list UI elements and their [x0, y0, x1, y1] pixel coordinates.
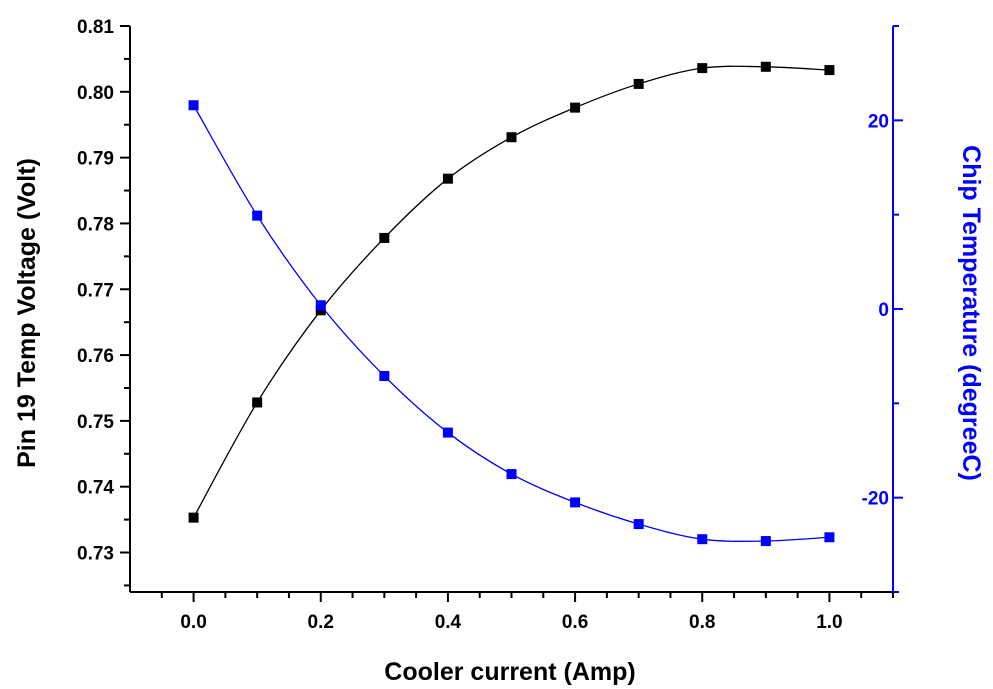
series-2-point	[824, 532, 835, 543]
series-1-point	[315, 305, 326, 316]
series-1-point	[252, 397, 263, 408]
series-1-point	[760, 61, 771, 72]
series-2-point	[760, 536, 771, 547]
y-tick-label: 0.80	[77, 83, 114, 104]
series-2-point	[379, 370, 390, 381]
tick-marks: 0.0 0.2 0.4 0.6 0.8 1.0 0.73 0.74 0.75 0.76 0.77 0.…	[77, 17, 903, 633]
y2-tick-label: 0	[878, 300, 889, 321]
series-1	[188, 61, 835, 523]
x-tick-label: 1.0	[816, 612, 842, 633]
series-1-point	[697, 63, 708, 74]
x-tick-label: 0.6	[562, 612, 588, 633]
series-2-point	[188, 100, 199, 111]
series-1-point	[442, 173, 453, 184]
series-2-point	[697, 534, 708, 545]
x-axis-title: Cooler current (Amp)	[384, 658, 635, 686]
y-tick-label: 0.78	[77, 214, 114, 235]
series-2-point	[442, 427, 453, 438]
y2-tick-label: -20	[862, 489, 889, 510]
series-2-point	[506, 469, 517, 480]
series-1-point	[506, 132, 517, 143]
series-2-point	[252, 210, 263, 221]
y-tick-label: 0.73	[77, 544, 114, 565]
y2-axis-title: Chip Temperature (degreeC)	[957, 145, 985, 481]
series-2-point	[315, 300, 326, 311]
series-1-point	[379, 232, 390, 243]
y-tick-label: 0.77	[77, 280, 114, 301]
y-tick-label: 0.75	[77, 412, 114, 433]
y-axis-title: Pin 19 Temp Voltage (Volt)	[13, 158, 41, 468]
x-tick-label: 0.8	[689, 612, 715, 633]
y-tick-label: 0.79	[77, 149, 114, 170]
series-2-point	[570, 497, 581, 508]
series-layer	[188, 61, 835, 547]
y-tick-label: 0.76	[77, 346, 114, 367]
series-1-point	[633, 78, 644, 89]
y-tick-label: 0.81	[77, 17, 114, 38]
x-tick-label: 0.2	[308, 612, 334, 633]
series-2-point	[633, 519, 644, 530]
axes	[129, 26, 894, 593]
y2-tick-label: 20	[868, 111, 889, 132]
series-1-point	[824, 65, 835, 76]
y-tick-label: 0.74	[77, 478, 114, 499]
series-1-point	[188, 512, 199, 523]
series-2	[188, 100, 835, 547]
x-tick-label: 0.0	[180, 612, 206, 633]
series-1-point	[570, 102, 581, 113]
x-tick-label: 0.4	[435, 612, 462, 633]
